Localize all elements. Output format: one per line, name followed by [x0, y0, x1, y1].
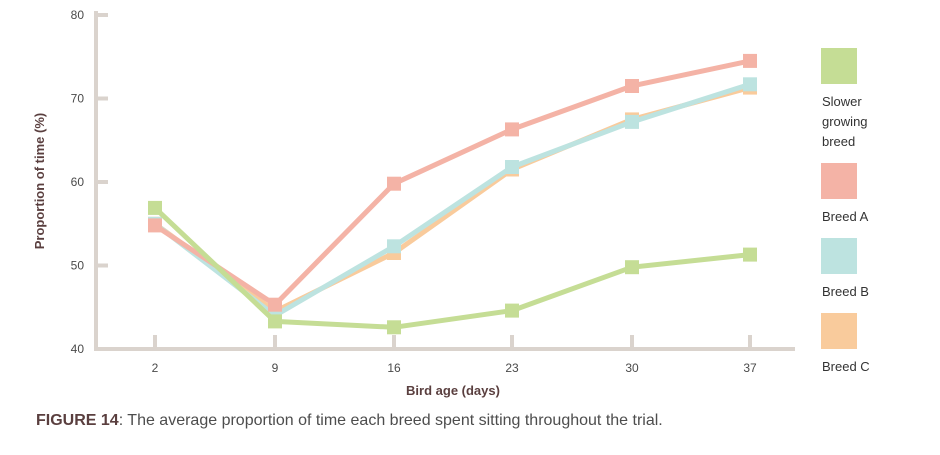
series-point [505, 160, 519, 174]
series-point [743, 53, 757, 68]
y-tick-label: 70 [71, 92, 85, 106]
series-line [152, 205, 753, 330]
legend-item: Breed C [821, 313, 870, 374]
series-point [505, 122, 519, 137]
x-tick-label: 2 [152, 361, 159, 375]
legend-label: growing [822, 114, 868, 129]
chart-series [148, 53, 757, 335]
series-point [743, 77, 757, 92]
legend-label: breed [822, 134, 855, 149]
legend-item: Breed A [821, 163, 869, 224]
figure-label: FIGURE 14 [36, 412, 119, 429]
series-point [268, 314, 282, 329]
legend-swatch [821, 313, 857, 349]
y-tick-label: 40 [71, 342, 85, 356]
y-tick-label: 80 [71, 8, 85, 22]
series-point [148, 200, 162, 215]
series-point [148, 218, 162, 233]
legend-label: Slower [822, 94, 862, 109]
x-tick-label: 9 [272, 361, 279, 375]
legend-label: Breed C [822, 359, 870, 374]
figure-caption-text: : The average proportion of time each br… [118, 412, 663, 429]
legend-label: Breed B [822, 284, 869, 299]
legend-label: Breed A [822, 209, 869, 224]
legend-item: Slower growing breed [821, 48, 868, 149]
series-point [268, 297, 282, 312]
series-point [387, 320, 401, 335]
series-point [625, 79, 639, 93]
x-tick-label: 30 [625, 361, 639, 375]
y-axis-title: Proportion of time (%) [32, 113, 47, 250]
series-line [152, 81, 753, 319]
x-tick-label: 23 [505, 361, 519, 375]
legend-item: Breed B [821, 238, 869, 299]
legend-swatch [821, 238, 857, 274]
legend-swatch [821, 163, 857, 199]
x-tick-label: 16 [387, 361, 401, 375]
series-point [387, 176, 401, 191]
line-chart: 40 50 60 70 80 2 9 16 23 30 37 Slower growing breed B… [32, 8, 870, 398]
y-tick-label: 50 [71, 259, 85, 273]
y-tick-label: 60 [71, 175, 85, 189]
series-point [743, 247, 757, 262]
series-point [505, 303, 519, 318]
chart-legend: Slower growing breed Breed A Breed B Breed C [821, 48, 870, 374]
chart-axes: 40 50 60 70 80 2 9 16 23 30 37 [71, 8, 795, 375]
series-point [625, 114, 639, 129]
x-tick-label: 37 [743, 361, 757, 375]
series-point [387, 239, 401, 254]
series-line [152, 58, 753, 308]
series-breed-a [148, 53, 757, 312]
legend-swatch [821, 48, 857, 84]
figure-caption: FIGURE 14: The average proportion of tim… [36, 412, 663, 430]
series-point [625, 260, 639, 275]
x-axis-title: Bird age (days) [406, 383, 500, 398]
series-slower-growing-breed [148, 200, 757, 335]
series-line [152, 85, 753, 314]
